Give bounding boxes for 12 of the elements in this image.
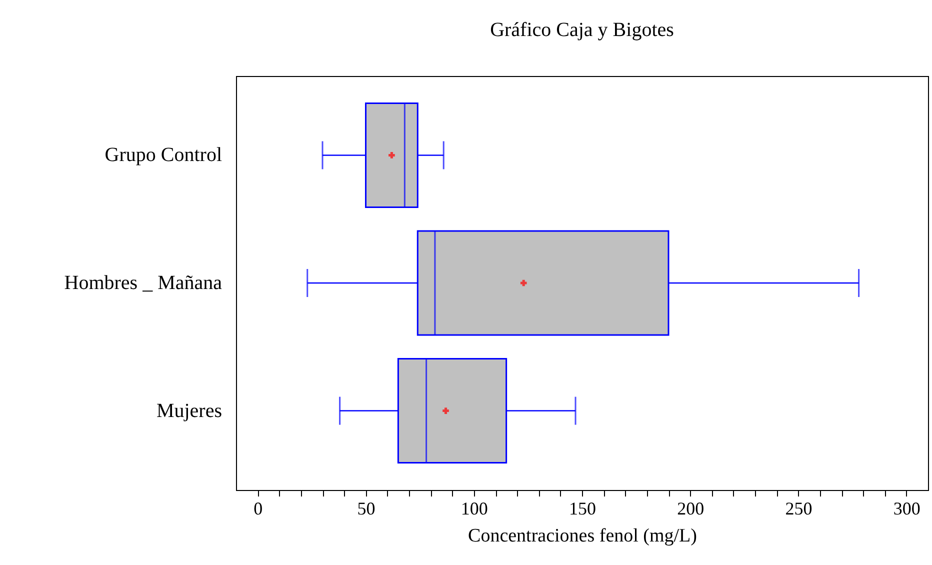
- x-tick-label: 250: [785, 498, 812, 518]
- x-tick-label: 300: [893, 498, 920, 518]
- x-tick-label: 200: [677, 498, 704, 518]
- x-tick-label: 150: [569, 498, 596, 518]
- x-tick-label: 50: [357, 498, 376, 518]
- x-tick-label: 0: [254, 498, 263, 518]
- y-tick-label: Grupo Control: [104, 144, 222, 166]
- x-axis-title: Concentraciones fenol (mg/L): [468, 526, 697, 546]
- chart-title: Gráfico Caja y Bigotes: [490, 19, 674, 41]
- x-tick-label: 100: [460, 498, 488, 518]
- y-tick-label: Mujeres: [156, 400, 222, 422]
- y-tick-label: Hombres _ Mañana: [64, 272, 222, 294]
